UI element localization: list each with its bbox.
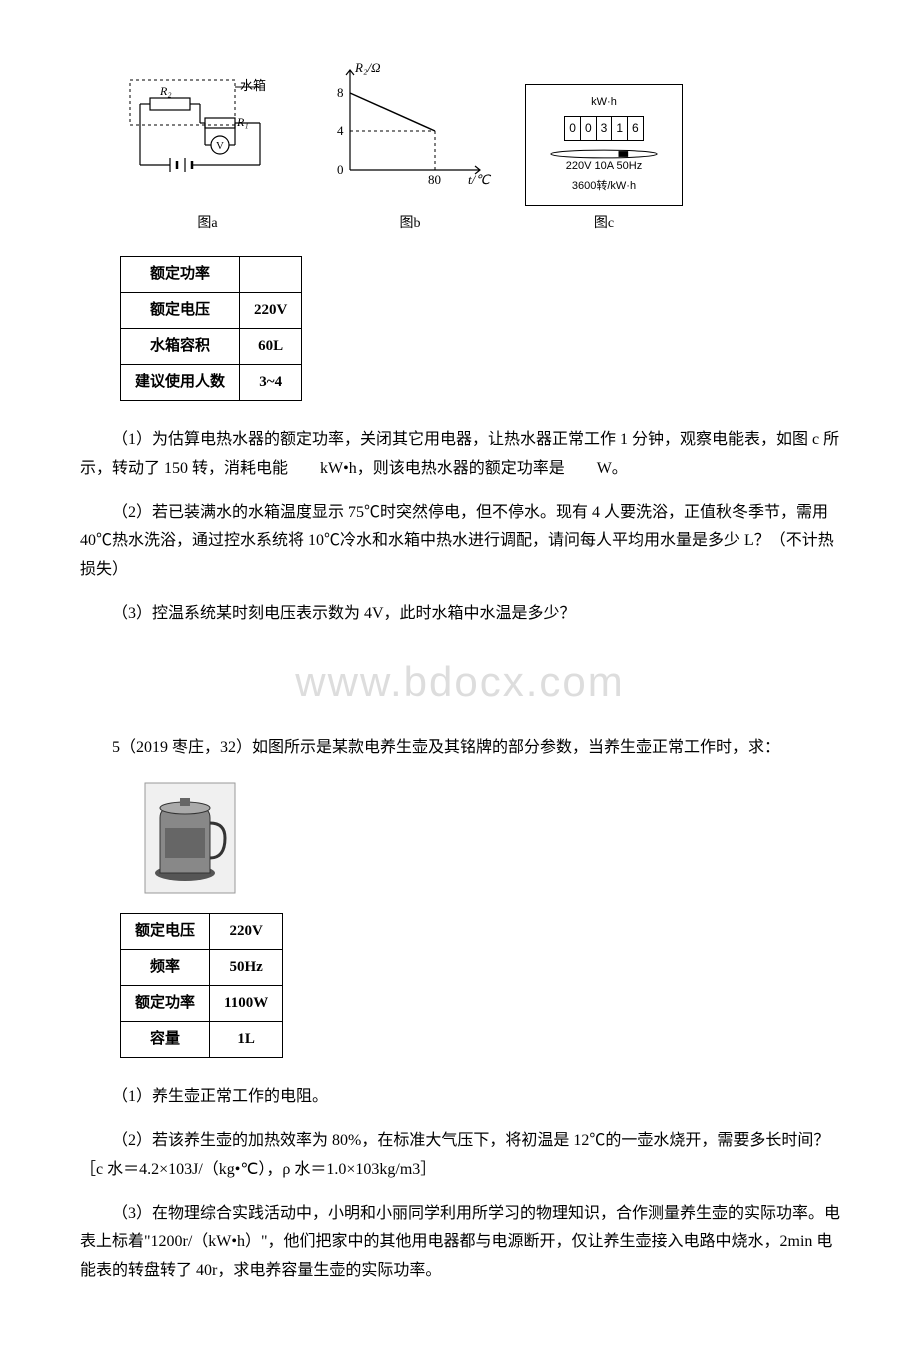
question-3: （3）控温系统某时刻电压表示数为 4V，此时水箱中水温是多少？ — [80, 600, 840, 629]
voltmeter-label: V — [216, 140, 224, 152]
circuit-caption: 图a — [120, 211, 295, 236]
table-cell: 3~4 — [240, 364, 302, 400]
table-cell: 220V — [210, 914, 283, 950]
meter-caption: 图c — [525, 211, 683, 236]
graph-svg: 0 4 8 80 R₂/Ω t/℃ — [325, 60, 495, 195]
graph-y0: 0 — [337, 162, 344, 177]
table-row: 额定电压 220V — [121, 914, 283, 950]
table-cell: 额定电压 — [121, 914, 210, 950]
graph-y2: 8 — [337, 85, 344, 100]
meter-digit: 0 — [581, 117, 597, 141]
problem-5-intro: 5（2019 枣庄，32）如图所示是某款电养生壶及其铭牌的部分参数，当养生壶正常… — [80, 734, 840, 763]
meter-unit: kW·h — [534, 93, 674, 113]
meter-digit: 6 — [628, 117, 643, 141]
meter-digit: 1 — [612, 117, 628, 141]
table-cell: 额定功率 — [121, 986, 210, 1022]
meter-disc — [546, 148, 662, 153]
graph-y-label: R₂/Ω — [354, 60, 380, 75]
table-row: 建议使用人数 3~4 — [121, 364, 302, 400]
r1-label: R₁ — [236, 115, 249, 129]
table-cell: 水箱容积 — [121, 328, 240, 364]
graph-caption: 图b — [325, 211, 495, 236]
table-row: 额定功率 — [121, 256, 302, 292]
graph-y1: 4 — [337, 123, 344, 138]
table-cell: 容量 — [121, 1022, 210, 1058]
meter-spec2: 3600转/kW·h — [534, 177, 674, 197]
circuit-svg: 水箱 R₂ R₁ — [120, 70, 295, 195]
graph-x0: 80 — [428, 172, 441, 187]
question-1: （1）为估算电热水器的额定功率，关闭其它用电器，让热水器正常工作 1 分钟，观察… — [80, 426, 840, 484]
tank-label: 水箱 — [240, 78, 266, 93]
table-cell: 额定电压 — [121, 292, 240, 328]
graph-x-label: t/℃ — [468, 172, 491, 187]
kettle-q2: （2）若该养生壶的加热效率为 80%，在标准大气压下，将初温是 12℃的一壶水烧… — [80, 1127, 840, 1185]
table-cell: 220V — [240, 292, 302, 328]
meter-reading: 0 0 3 1 6 — [564, 116, 643, 142]
question-2: （2）若已装满水的水箱温度显示 75℃时突然停电，但不停水。现有 4 人要洗浴，… — [80, 499, 840, 585]
table-cell: 额定功率 — [121, 256, 240, 292]
kettle-q3: （3）在物理综合实践活动中，小明和小丽同学利用所学习的物理知识，合作测量养生壶的… — [80, 1200, 840, 1286]
kettle-q1: （1）养生壶正常工作的电阻。 — [80, 1083, 840, 1112]
table-row: 额定电压 220V — [121, 292, 302, 328]
table-row: 容量 1L — [121, 1022, 283, 1058]
r2-label: R₂ — [159, 84, 172, 98]
table-row: 额定功率 1100W — [121, 986, 283, 1022]
circuit-figure: 水箱 R₂ R₁ — [120, 70, 295, 236]
table-cell: 60L — [240, 328, 302, 364]
table-cell — [240, 256, 302, 292]
meter-figure: kW·h 0 0 3 1 6 220V 10A 50Hz 3600转/kW·h … — [525, 84, 683, 236]
table-row: 频率 50Hz — [121, 950, 283, 986]
meter-box: kW·h 0 0 3 1 6 220V 10A 50Hz 3600转/kW·h — [525, 84, 683, 206]
table-cell: 1100W — [210, 986, 283, 1022]
figure-row: 水箱 R₂ R₁ — [120, 60, 840, 236]
pot-image — [140, 778, 240, 898]
kettle-spec-table: 额定电压 220V 频率 50Hz 额定功率 1100W 容量 1L — [120, 913, 283, 1058]
meter-digit: 3 — [597, 117, 613, 141]
table-cell: 频率 — [121, 950, 210, 986]
meter-digit: 0 — [565, 117, 581, 141]
watermark: www.bdocx.com — [80, 644, 840, 720]
graph-figure: 0 4 8 80 R₂/Ω t/℃ 图b — [325, 60, 495, 236]
table-cell: 1L — [210, 1022, 283, 1058]
heater-spec-table: 额定功率 额定电压 220V 水箱容积 60L 建议使用人数 3~4 — [120, 256, 302, 401]
table-row: 水箱容积 60L — [121, 328, 302, 364]
table-cell: 50Hz — [210, 950, 283, 986]
table-cell: 建议使用人数 — [121, 364, 240, 400]
